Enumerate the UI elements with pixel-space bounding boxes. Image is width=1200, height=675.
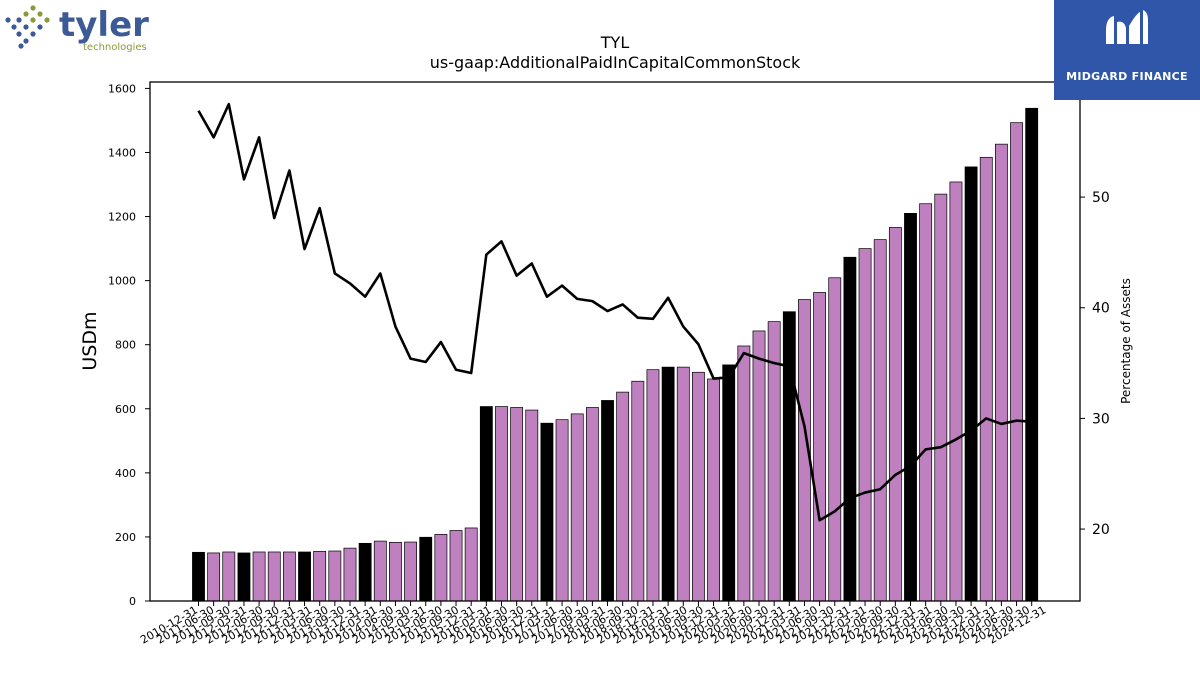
bar-2019-06-30 xyxy=(707,378,720,602)
bar-2021-09-30 xyxy=(843,256,857,602)
bar-2019-12-31 xyxy=(737,345,751,602)
bar-2010-12-31 xyxy=(192,551,205,602)
bar-2015-06-30 xyxy=(464,527,478,602)
y-tick-label: 1200 xyxy=(108,211,136,224)
bar-2023-03-31 xyxy=(934,193,948,602)
bar-2012-09-30 xyxy=(298,551,311,602)
bar-2013-12-31 xyxy=(373,540,387,602)
bar-2015-09-30 xyxy=(479,406,493,602)
bar-2014-09-30 xyxy=(419,536,433,602)
tyler-dots-icon xyxy=(5,5,50,49)
bar-2011-06-30 xyxy=(222,551,236,602)
y2-tick-label: 30 xyxy=(1092,411,1110,427)
y2-tick-label: 20 xyxy=(1092,522,1110,538)
bar-2020-09-30 xyxy=(782,311,796,602)
y-tick-label: 1000 xyxy=(108,275,136,288)
y-tick-label: 600 xyxy=(115,403,136,416)
bar-2014-12-31 xyxy=(434,534,448,602)
bar-2022-09-30 xyxy=(904,213,917,602)
bar-2013-06-30 xyxy=(343,547,357,602)
bar-2022-12-31 xyxy=(919,203,933,602)
tyler-wordmark: tyler xyxy=(59,5,149,45)
bar-2017-12-31 xyxy=(616,391,630,602)
y2-axis-label: Percentage of Assets xyxy=(1119,278,1133,404)
bar-2024-09-30 xyxy=(1025,107,1039,602)
bar-2015-03-31 xyxy=(449,530,463,602)
bar-2021-12-31 xyxy=(858,248,872,602)
bar-2021-06-30 xyxy=(828,277,842,602)
bar-2016-09-30 xyxy=(540,422,554,602)
y-tick-label: 0 xyxy=(129,595,136,608)
y-ticks: 0 200 400 600 800 1000 1200 1400 1600 xyxy=(108,82,150,608)
chart-subtitle: us-gaap:AdditionalPaidInCapitalCommonSto… xyxy=(430,53,801,72)
bar-2018-09-30 xyxy=(661,366,675,602)
y2-ticks: 20 30 40 50 xyxy=(1080,190,1110,538)
midgard-finance-text: MIDGARD FINANCE xyxy=(1066,70,1188,83)
percentage-of-assets-line xyxy=(197,102,1032,522)
bar-2021-03-31 xyxy=(813,292,827,602)
bars xyxy=(192,107,1039,602)
bar-2012-06-30 xyxy=(282,551,296,602)
y2-tick-label: 40 xyxy=(1092,301,1110,317)
bar-2022-06-30 xyxy=(888,227,902,602)
y-tick-label: 400 xyxy=(115,467,136,480)
x-ticks: 2010-12-312011-06-302011-09-302012-03-31… xyxy=(138,601,1048,647)
bar-2018-03-31 xyxy=(631,380,645,602)
bar-2022-03-31 xyxy=(873,239,887,602)
midgard-finance-logo: MIDGARD FINANCE xyxy=(1054,0,1200,100)
midgard-emblem-icon xyxy=(1106,10,1148,44)
y-tick-label: 800 xyxy=(115,339,136,352)
bar-2017-09-30 xyxy=(601,400,614,602)
line-layer xyxy=(197,102,1032,522)
y2-tick-label: 50 xyxy=(1092,190,1110,206)
bar-2018-12-31 xyxy=(676,366,690,602)
bar-2024-03-31 xyxy=(994,143,1008,602)
bar-2016-03-31 xyxy=(510,407,524,602)
plot-frame xyxy=(149,81,1081,602)
bar-2012-03-31 xyxy=(267,551,281,602)
tyler-tagline: technologies xyxy=(83,42,147,53)
bar-2016-06-30 xyxy=(525,409,539,602)
bar-2019-03-31 xyxy=(692,371,705,602)
bar-2024-06-30 xyxy=(1010,122,1023,602)
bar-2014-06-30 xyxy=(404,541,417,602)
chart-title: TYL xyxy=(600,33,630,52)
bar-2023-12-31 xyxy=(979,156,993,602)
y-tick-label: 200 xyxy=(115,531,136,544)
bar-2011-12-31 xyxy=(252,551,266,602)
y-tick-label: 1600 xyxy=(108,82,136,95)
bar-2015-12-31 xyxy=(495,406,508,602)
bar-2023-06-30 xyxy=(949,181,963,602)
bar-2012-12-31 xyxy=(313,550,327,602)
tyler-logo: tyler technologies xyxy=(4,4,154,54)
y-tick-label: 1400 xyxy=(108,146,136,159)
bar-2013-09-30 xyxy=(358,542,372,602)
bar-2011-03-31 xyxy=(207,552,221,602)
bar-2023-09-30 xyxy=(964,166,978,602)
bar-2020-03-31 xyxy=(752,330,766,602)
bar-2013-03-31 xyxy=(328,550,342,602)
bar-2019-09-30 xyxy=(722,364,736,602)
y-axis-label: USDm xyxy=(79,311,101,370)
bar-2014-03-31 xyxy=(389,542,402,602)
bar-2018-06-30 xyxy=(646,369,660,602)
bar-2017-03-31 xyxy=(570,413,584,602)
bar-2011-09-30 xyxy=(237,552,251,602)
bar-2016-12-31 xyxy=(555,419,569,602)
bar-2017-06-30 xyxy=(585,407,599,602)
